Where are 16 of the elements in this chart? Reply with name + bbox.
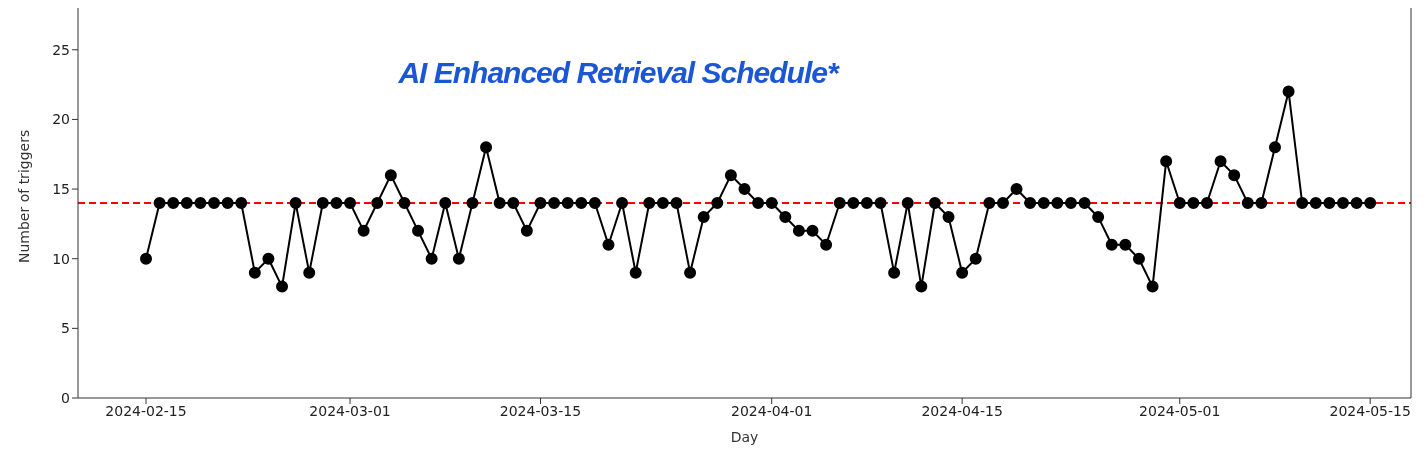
x-tick-label: 2024-04-01: [731, 402, 813, 419]
y-axis-title: Number of triggers: [15, 129, 32, 263]
y-tick-label: 25: [52, 41, 70, 58]
y-tick-label: 10: [52, 250, 70, 267]
y-tick-label: 20: [52, 111, 70, 128]
y-tick-label: 0: [61, 389, 70, 406]
y-tick-label: 5: [61, 320, 70, 337]
x-tick-label: 2024-05-15: [1329, 402, 1411, 419]
annotation: AI Enhanced Retrieval Schedule*: [397, 56, 841, 90]
x-tick-label: 2024-02-15: [105, 402, 187, 419]
y-tick-label: 15: [52, 181, 70, 198]
x-tick-label: 2024-04-15: [921, 402, 1003, 419]
x-tick-label: 2024-05-01: [1139, 402, 1221, 419]
x-axis-title: Day: [730, 429, 759, 445]
x-tick-label: 2024-03-01: [309, 402, 391, 419]
x-tick-label: 2024-03-15: [499, 402, 582, 419]
